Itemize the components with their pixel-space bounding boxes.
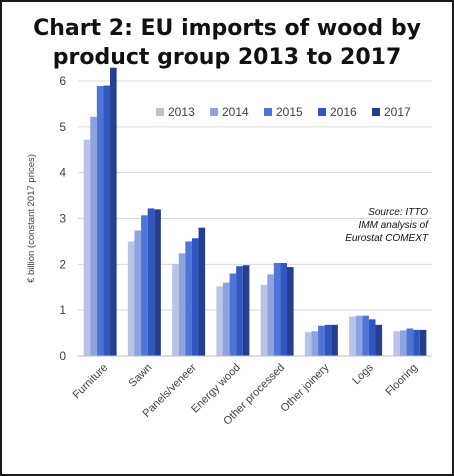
bar-2016 bbox=[324, 324, 332, 356]
bar-2015 bbox=[406, 328, 414, 356]
bar-2014 bbox=[134, 230, 142, 356]
bar-2016 bbox=[280, 262, 288, 356]
y-tick-label: 1 bbox=[59, 303, 66, 317]
bar-2014 bbox=[222, 282, 230, 356]
bar-2015 bbox=[185, 241, 192, 356]
bar-2017 bbox=[154, 209, 161, 356]
bar-2016 bbox=[191, 238, 199, 356]
bar-2015 bbox=[141, 215, 148, 356]
bar-2017 bbox=[331, 324, 338, 356]
source-line-1: Source: ITTO bbox=[368, 207, 428, 218]
x-tick-label: Flooring bbox=[383, 362, 420, 399]
x-tick-label: Sawn bbox=[127, 362, 155, 390]
bar-2015 bbox=[362, 315, 369, 356]
source-note: Source: ITTO IMM analysis of Eurostat CO… bbox=[318, 206, 428, 245]
legend-label-2014: 2014 bbox=[222, 105, 249, 119]
legend-swatch-2017 bbox=[372, 108, 380, 116]
x-tick-label: Furniture bbox=[71, 362, 111, 402]
bar-2014 bbox=[90, 116, 97, 356]
legend-swatch-2015 bbox=[264, 108, 272, 116]
y-tick-label: 5 bbox=[59, 120, 66, 134]
bar-2014 bbox=[355, 315, 363, 356]
bar-2015 bbox=[229, 273, 237, 356]
y-tick-label: 0 bbox=[59, 349, 66, 363]
legend-label-2017: 2017 bbox=[384, 105, 411, 119]
bar-2015 bbox=[318, 325, 325, 356]
y-axis: 0 1 2 3 4 5 6 bbox=[59, 74, 66, 363]
bars bbox=[83, 67, 427, 357]
bar-2015 bbox=[273, 262, 281, 356]
bar-2017 bbox=[287, 267, 294, 356]
bar-2013 bbox=[172, 263, 179, 357]
bar-2017 bbox=[110, 67, 117, 357]
y-tick-label: 4 bbox=[59, 166, 66, 180]
chart-title-line-2: product group 2013 to 2017 bbox=[52, 45, 402, 70]
bar-2013 bbox=[216, 286, 223, 356]
bar-2014 bbox=[267, 274, 274, 356]
legend-swatch-2016 bbox=[318, 108, 326, 116]
bar-2014 bbox=[311, 331, 319, 356]
y-tick-label: 2 bbox=[59, 257, 66, 271]
bar-2013 bbox=[260, 284, 268, 356]
bar-2013 bbox=[393, 331, 400, 356]
bar-2015 bbox=[96, 86, 104, 356]
legend-label-2016: 2016 bbox=[330, 105, 357, 119]
legend-swatch-2014 bbox=[210, 108, 218, 116]
y-tick-label: 6 bbox=[59, 74, 66, 88]
bar-2016 bbox=[236, 266, 243, 356]
y-tick-label: 3 bbox=[59, 212, 66, 226]
legend-label-2015: 2015 bbox=[276, 105, 303, 119]
bar-2016 bbox=[413, 329, 420, 357]
chart-title-line-1: Chart 2: EU imports of wood by bbox=[33, 16, 421, 41]
y-axis-label: € billion (constant 2017 prices) bbox=[26, 154, 37, 283]
source-line-2: IMM analysis of bbox=[358, 220, 428, 231]
legend-label-2013: 2013 bbox=[168, 105, 195, 119]
gridlines bbox=[78, 80, 432, 311]
bar-2013 bbox=[304, 332, 312, 356]
bar-2017 bbox=[198, 227, 206, 356]
bar-2013 bbox=[127, 241, 135, 356]
bar-2017 bbox=[242, 265, 250, 356]
bar-2014 bbox=[399, 330, 407, 356]
legend-swatch-2013 bbox=[156, 108, 164, 116]
bar-2016 bbox=[368, 319, 376, 356]
bar-2014 bbox=[178, 253, 186, 356]
bar-2016 bbox=[103, 85, 111, 356]
bar-2017 bbox=[375, 324, 383, 356]
x-tick-label: Logs bbox=[350, 361, 376, 387]
legend: 2013 2014 2015 2016 2017 bbox=[156, 105, 411, 119]
bar-2013 bbox=[349, 316, 356, 356]
source-line-3: Eurostat COMEXT bbox=[345, 233, 428, 244]
bar-2016 bbox=[147, 208, 155, 356]
x-tick-label: Other joinery bbox=[278, 361, 331, 414]
bar-2013 bbox=[83, 139, 91, 356]
chart-title: Chart 2: EU imports of wood by product g… bbox=[0, 14, 454, 72]
bar-2017 bbox=[419, 329, 427, 357]
